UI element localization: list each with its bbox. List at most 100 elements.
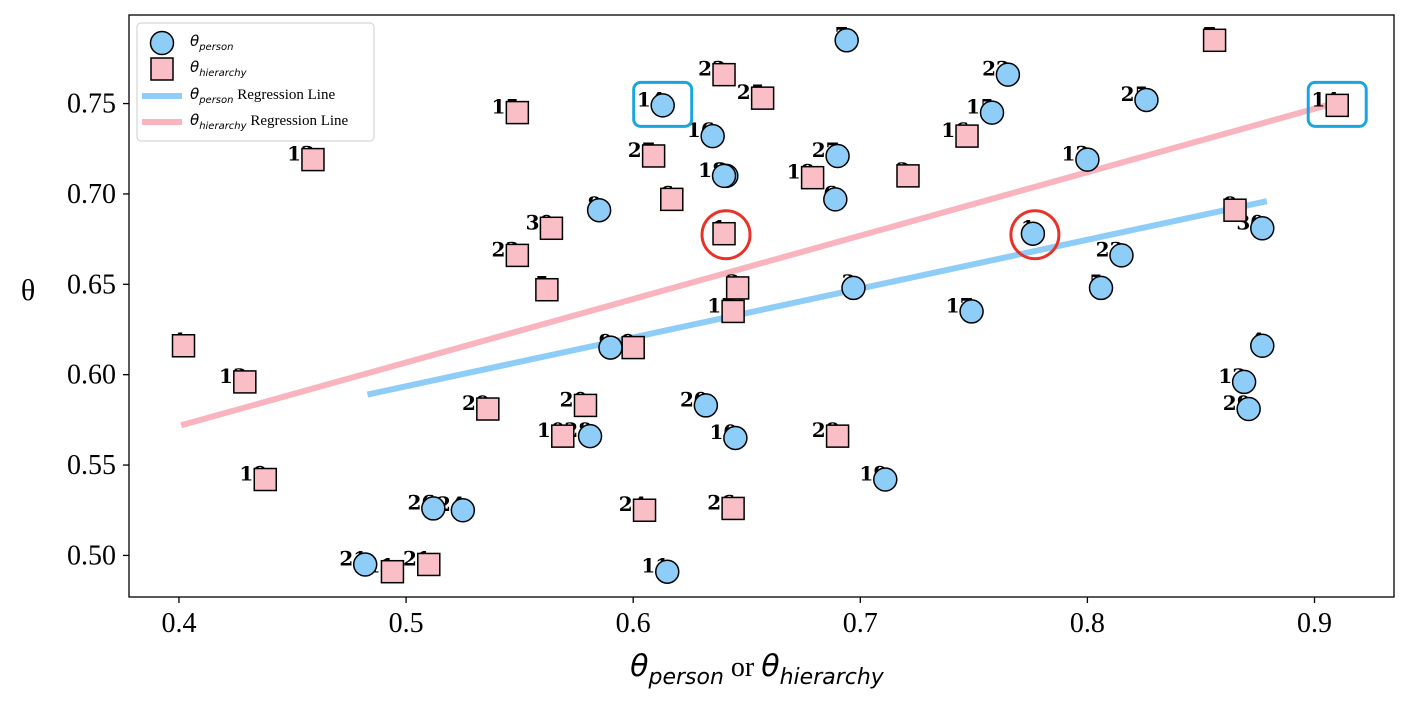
hierarchy-point-22	[712, 62, 736, 87]
x-tick-label: 0.9	[1297, 608, 1332, 639]
person-point-19	[873, 467, 898, 492]
hierarchy-regression-line	[180, 98, 1341, 429]
data-points: 1234567891011121314151617181920212223242…	[172, 22, 1349, 584]
hierarchy-point-23	[505, 243, 530, 268]
highlight-markers	[632, 80, 1368, 261]
legend-entry-1-symbol: θ	[190, 32, 199, 50]
plot-area	[128, 14, 1395, 598]
x-axis-subscript-1: person	[648, 665, 724, 690]
x-tick-label: 0.7	[843, 608, 878, 639]
x-axis-subscript-2: hierarchy	[780, 665, 885, 690]
person-highlight-1	[1009, 209, 1061, 261]
person-point-9	[598, 335, 623, 360]
hierarchy-point-6	[660, 187, 684, 212]
hierarchy-point-13	[233, 370, 257, 394]
hierarchy-point-9	[621, 335, 645, 360]
person-point-8	[586, 197, 612, 223]
x-axis-symbol-2: θ	[761, 649, 779, 684]
hierarchy-point-5	[535, 277, 559, 302]
person-point-28	[577, 423, 603, 449]
regression-lines	[180, 98, 1341, 429]
person-point-22	[995, 62, 1021, 87]
legend-entry-1: θperson	[190, 32, 233, 53]
hierarchy-point-7	[1202, 28, 1227, 53]
person-point-30	[1250, 216, 1275, 241]
hierarchy-point-16	[955, 124, 979, 148]
legend-entry-3: θperson Regression Line	[190, 85, 335, 106]
hierarchy-point-25	[750, 86, 775, 110]
hierarchy-point-27	[641, 144, 666, 168]
hierarchy-highlight-1	[700, 209, 752, 261]
hierarchy-point-19	[253, 467, 278, 492]
hierarchy-point-24	[632, 498, 657, 522]
hierarchy-point-20	[573, 393, 598, 418]
legend-entry-2: θhierarchy	[190, 58, 248, 79]
person-point-14	[650, 93, 675, 118]
person-point-5	[1088, 275, 1114, 301]
y-axis-title: θ	[21, 274, 35, 307]
hierarchy-point-8	[1223, 198, 1247, 222]
legend-hierarchy-marker	[150, 57, 174, 81]
hierarchy-point-11	[380, 559, 405, 584]
person-point-23	[1109, 243, 1134, 268]
y-tick-label: 0.50	[67, 540, 116, 571]
person-point-15	[979, 100, 1005, 125]
hierarchy-point-30	[539, 216, 564, 241]
person-point-26	[421, 496, 446, 521]
person-point-1	[1020, 221, 1046, 246]
person-point-3	[841, 275, 866, 301]
legend-entry-4-symbol: θ	[190, 111, 199, 129]
x-axis-title: θperson or θhierarchy	[630, 649, 885, 690]
y-tick-label: 0.60	[67, 360, 116, 391]
legend-entry-2-subscript: hierarchy	[199, 68, 247, 79]
legend-entry-4-subscript: hierarchy	[199, 121, 247, 132]
legend-box	[136, 22, 375, 142]
person-highlight-14	[632, 80, 694, 128]
person-point-16	[700, 123, 725, 149]
legend-entry-4-suffix: Regression Line	[247, 113, 349, 129]
x-tick-label: 0.6	[616, 608, 651, 639]
x-tick-label: 0.8	[1070, 608, 1105, 639]
axes: 0.4 0.5 0.6 0.7 0.8 0.9 0.50 0.55 0.60 0.65 0.70 0.…	[67, 89, 1332, 639]
legend-person-marker	[149, 30, 175, 56]
person-point-12	[1075, 147, 1100, 172]
x-axis-connector: or	[724, 652, 761, 683]
person-point-21	[352, 552, 378, 577]
person-point-29	[1236, 396, 1261, 422]
y-tick-label: 0.70	[67, 179, 116, 210]
legend-entry-3-symbol: θ	[190, 85, 199, 103]
hierarchy-point-1	[712, 221, 736, 246]
person-point-17	[959, 299, 984, 324]
person-point-20	[693, 393, 719, 418]
hierarchy-point-14	[1325, 93, 1349, 118]
hierarchy-point-29	[476, 397, 500, 421]
hierarchy-point-12	[301, 147, 325, 172]
y-tick-label: 0.65	[67, 269, 116, 300]
hierarchy-point-18	[800, 165, 825, 190]
person-point-24	[450, 497, 476, 523]
hierarchy-point-10	[551, 424, 575, 448]
hierarchy-point-28	[825, 424, 850, 448]
person-point-18	[711, 163, 737, 189]
person-point-13	[1231, 369, 1257, 395]
person-point-4	[1250, 333, 1275, 359]
x-axis-symbol-1: θ	[630, 649, 648, 684]
person-point-10	[723, 425, 748, 451]
hierarchy-highlight-14	[1306, 80, 1368, 128]
legend-entry-3-subscript: person	[198, 95, 233, 106]
hierarchy-point-15	[505, 100, 530, 125]
person-point-27	[825, 143, 850, 169]
y-tick-label: 0.55	[67, 450, 116, 481]
x-tick-label: 0.5	[389, 608, 424, 639]
person-regression-line	[366, 198, 1268, 398]
person-point-25	[1134, 87, 1159, 113]
x-tick-label: 0.4	[161, 608, 196, 639]
legend-entry-4: θhierarchy Regression Line	[190, 111, 349, 132]
person-point-11	[654, 559, 680, 584]
person-point-6	[823, 187, 848, 212]
hierarchy-point-26	[721, 496, 745, 521]
legend-entry-2-symbol: θ	[190, 58, 199, 76]
